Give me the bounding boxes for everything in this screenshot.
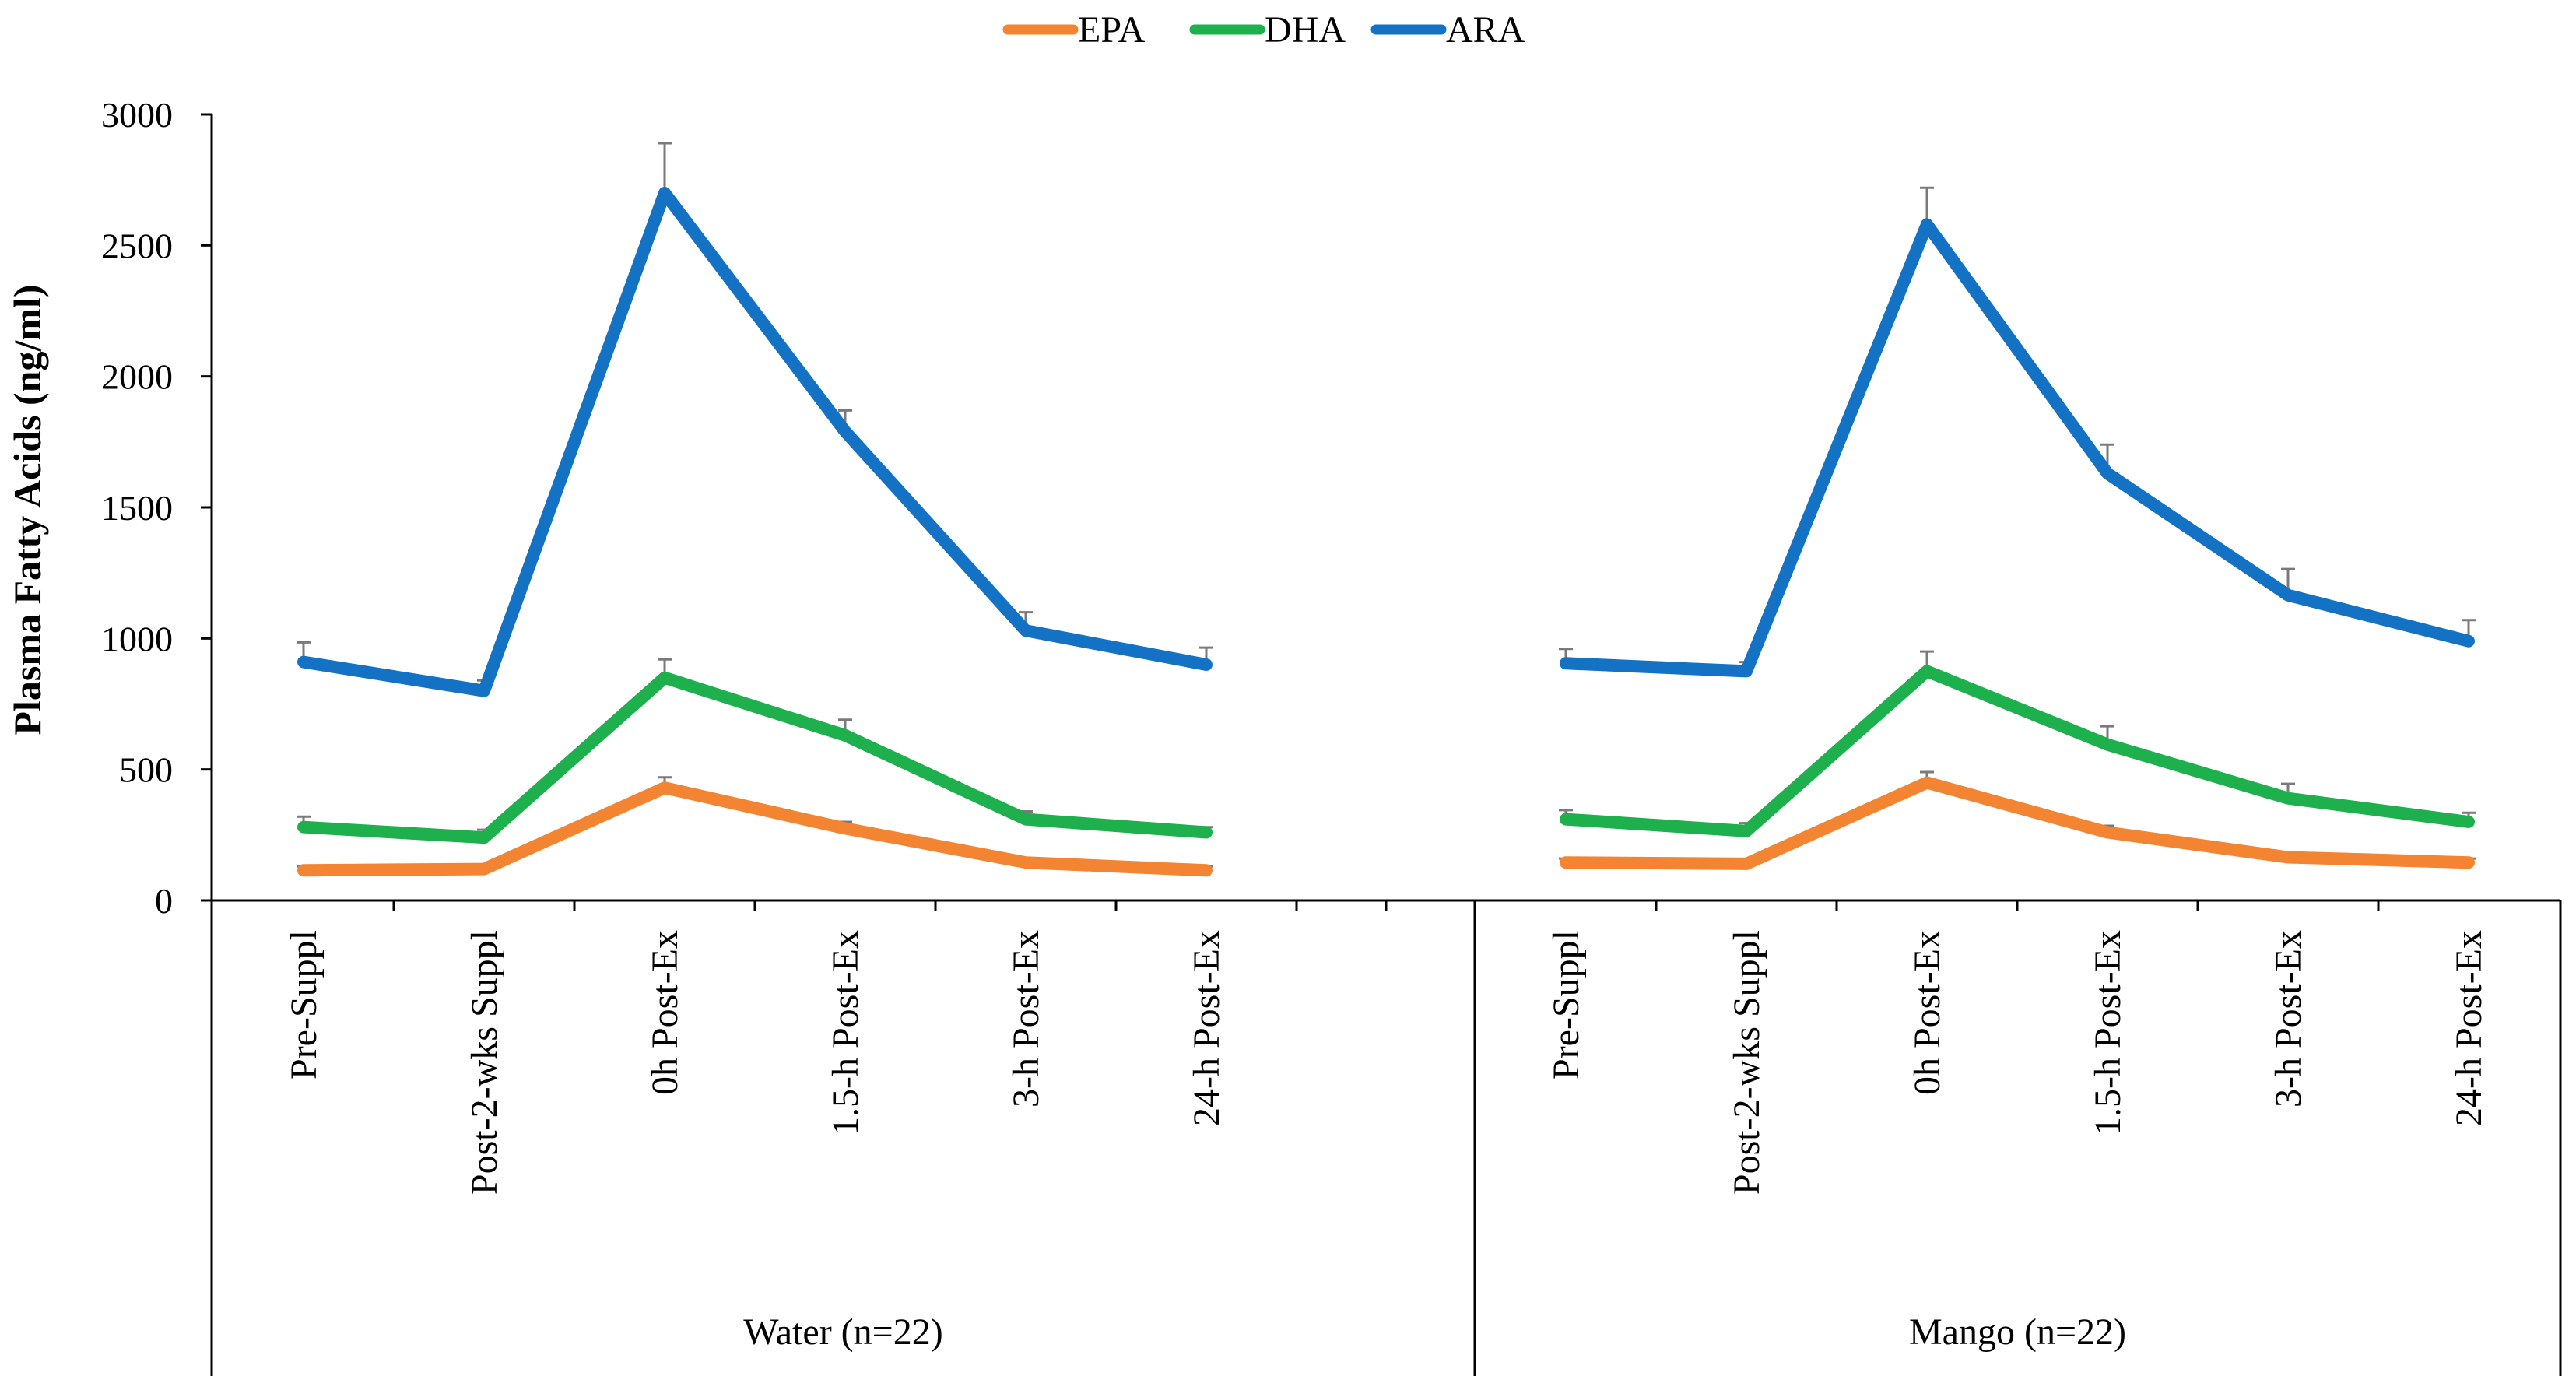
x-axis-labels: Pre-Suppl Post-2-wks Suppl 0h Post-Ex 1.5-h… [283,930,2490,1353]
series-line-epa-water [297,781,1213,877]
y-tick-label: 2500 [101,226,173,265]
y-axis-ticks: 0 500 1000 1500 2000 2500 3000 [101,95,212,921]
y-tick-label: 3000 [101,95,173,135]
x-category-label: 1.5-h Post-Ex [2087,930,2129,1136]
legend-item-dha: DHA [1189,9,1346,51]
x-category-label: Post-2-wks Suppl [1726,930,1767,1195]
x-category-label: 24-h Post-Ex [1186,930,1227,1126]
y-tick-label: 0 [155,881,173,921]
x-category-label: Pre-Suppl [283,930,325,1079]
y-axis-label: Plasma Fatty Acids (ng/ml) [5,284,49,735]
legend-item-epa: EPA [1002,9,1146,51]
group-label: Water (n=22) [743,1311,942,1353]
x-category-label: Pre-Suppl [1546,930,1587,1079]
legend-item-ara: ARA [1370,9,1525,51]
y-tick-label: 500 [119,750,173,790]
series-line-epa-mango [1560,776,2475,870]
x-category-label: Post-2-wks Suppl [464,930,505,1195]
x-category-label: 1.5-h Post-Ex [825,930,866,1136]
group-label: Mango (n=22) [1909,1311,2126,1353]
error-bar [658,142,672,193]
x-category-label: 24-h Post-Ex [2448,930,2490,1126]
legend: EPA DHA ARA [1002,9,1525,51]
legend-label: ARA [1446,9,1525,51]
series-line-ara-water [297,187,1213,697]
legend-label: EPA [1078,9,1146,51]
series-lines [297,187,2475,877]
y-tick-label: 1500 [101,488,173,528]
x-category-label: 0h Post-Ex [644,930,686,1095]
series-line-ara-mango [1560,218,2475,678]
series-line-dha-water [297,671,1213,844]
x-category-label: 0h Post-Ex [1907,930,1948,1095]
x-category-label: 3-h Post-Ex [1005,930,1047,1107]
y-tick-label: 2000 [101,357,173,397]
legend-label: DHA [1265,9,1346,51]
axes [210,114,2562,1376]
y-tick-label: 1000 [101,619,173,658]
series-line-dha-mango [1560,665,2475,837]
x-category-label: 3-h Post-Ex [2268,930,2309,1107]
